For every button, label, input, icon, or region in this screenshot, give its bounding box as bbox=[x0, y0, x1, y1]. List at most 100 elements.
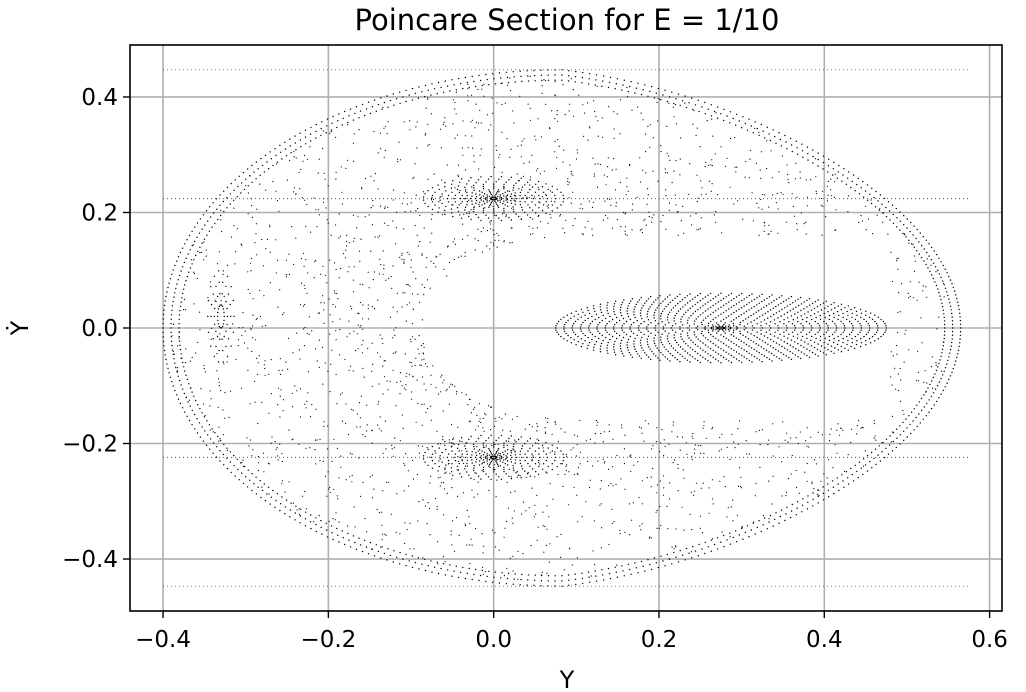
data-point bbox=[748, 309, 750, 311]
data-point bbox=[601, 527, 603, 529]
data-point bbox=[576, 435, 579, 437]
data-point bbox=[178, 327, 180, 329]
data-point bbox=[784, 439, 786, 441]
data-point bbox=[207, 315, 209, 318]
data-point bbox=[712, 328, 715, 330]
data-point bbox=[348, 433, 350, 436]
data-point bbox=[215, 285, 217, 288]
data-point bbox=[594, 335, 596, 338]
data-point bbox=[411, 322, 414, 324]
data-point bbox=[493, 183, 495, 185]
data-point bbox=[942, 389, 944, 392]
data-point bbox=[854, 464, 856, 466]
data-point bbox=[382, 365, 384, 367]
data-point bbox=[470, 477, 472, 479]
data-point bbox=[834, 307, 836, 309]
data-point bbox=[450, 534, 452, 536]
data-point bbox=[638, 426, 641, 428]
data-point bbox=[559, 215, 561, 217]
data-point bbox=[409, 120, 411, 122]
data-point bbox=[444, 561, 446, 563]
data-point bbox=[891, 384, 893, 386]
data-point bbox=[908, 349, 910, 351]
data-point bbox=[847, 477, 849, 479]
data-point bbox=[820, 197, 823, 200]
data-point bbox=[669, 294, 671, 296]
data-point bbox=[325, 132, 327, 134]
data-point bbox=[699, 314, 702, 316]
data-point bbox=[166, 291, 168, 293]
data-point bbox=[477, 425, 479, 427]
data-point bbox=[909, 230, 911, 233]
data-point bbox=[536, 227, 538, 229]
data-point bbox=[761, 429, 764, 431]
data-point bbox=[862, 427, 864, 429]
data-point bbox=[456, 391, 458, 393]
data-point bbox=[577, 473, 579, 476]
data-point bbox=[563, 326, 565, 328]
data-point bbox=[355, 349, 357, 352]
data-point bbox=[938, 273, 941, 275]
data-point bbox=[717, 360, 720, 362]
data-point bbox=[535, 212, 537, 214]
data-point bbox=[526, 196, 528, 198]
data-point bbox=[401, 414, 403, 416]
data-point bbox=[834, 331, 836, 333]
data-point bbox=[353, 240, 355, 242]
data-point bbox=[380, 430, 382, 432]
data-point bbox=[471, 459, 473, 461]
data-point bbox=[800, 309, 802, 312]
data-point bbox=[761, 360, 763, 363]
data-point bbox=[868, 338, 871, 340]
data-point bbox=[222, 273, 224, 275]
data-point bbox=[897, 311, 899, 313]
data-point bbox=[280, 389, 282, 391]
data-point bbox=[794, 313, 796, 315]
data-point bbox=[466, 204, 468, 206]
data-point bbox=[505, 583, 508, 585]
data-point bbox=[306, 158, 308, 160]
data-point bbox=[422, 199, 425, 201]
data-point bbox=[816, 305, 819, 308]
data-point bbox=[474, 238, 476, 240]
data-point bbox=[889, 435, 891, 437]
data-point bbox=[918, 241, 920, 243]
data-point bbox=[897, 257, 899, 259]
data-point bbox=[819, 304, 822, 306]
data-point bbox=[606, 310, 608, 312]
data-point bbox=[409, 361, 411, 363]
data-point bbox=[799, 171, 801, 173]
data-point bbox=[517, 550, 519, 552]
data-point bbox=[555, 456, 557, 459]
data-point bbox=[903, 430, 905, 432]
data-point bbox=[833, 492, 835, 495]
data-point bbox=[516, 471, 518, 473]
data-point bbox=[843, 470, 846, 472]
data-point bbox=[348, 320, 350, 322]
data-point bbox=[806, 462, 808, 465]
data-point bbox=[772, 307, 774, 309]
data-point bbox=[694, 448, 696, 450]
data-point bbox=[938, 397, 940, 399]
data-point bbox=[323, 198, 325, 200]
data-point bbox=[574, 578, 577, 580]
data-point bbox=[766, 140, 768, 142]
data-point bbox=[483, 461, 486, 463]
data-point bbox=[800, 303, 803, 305]
data-point bbox=[373, 180, 375, 182]
data-point bbox=[469, 523, 471, 525]
data-point bbox=[318, 515, 320, 517]
data-point bbox=[263, 471, 265, 473]
data-point bbox=[395, 351, 397, 353]
data-point bbox=[338, 237, 340, 239]
data-point bbox=[272, 489, 274, 492]
data-point bbox=[810, 339, 812, 341]
data-point bbox=[232, 299, 234, 302]
data-point bbox=[802, 156, 804, 158]
data-point bbox=[513, 211, 515, 213]
data-point bbox=[687, 345, 689, 347]
data-point bbox=[712, 335, 714, 338]
data-point bbox=[810, 325, 812, 327]
data-point bbox=[306, 332, 308, 335]
data-point bbox=[918, 401, 920, 403]
